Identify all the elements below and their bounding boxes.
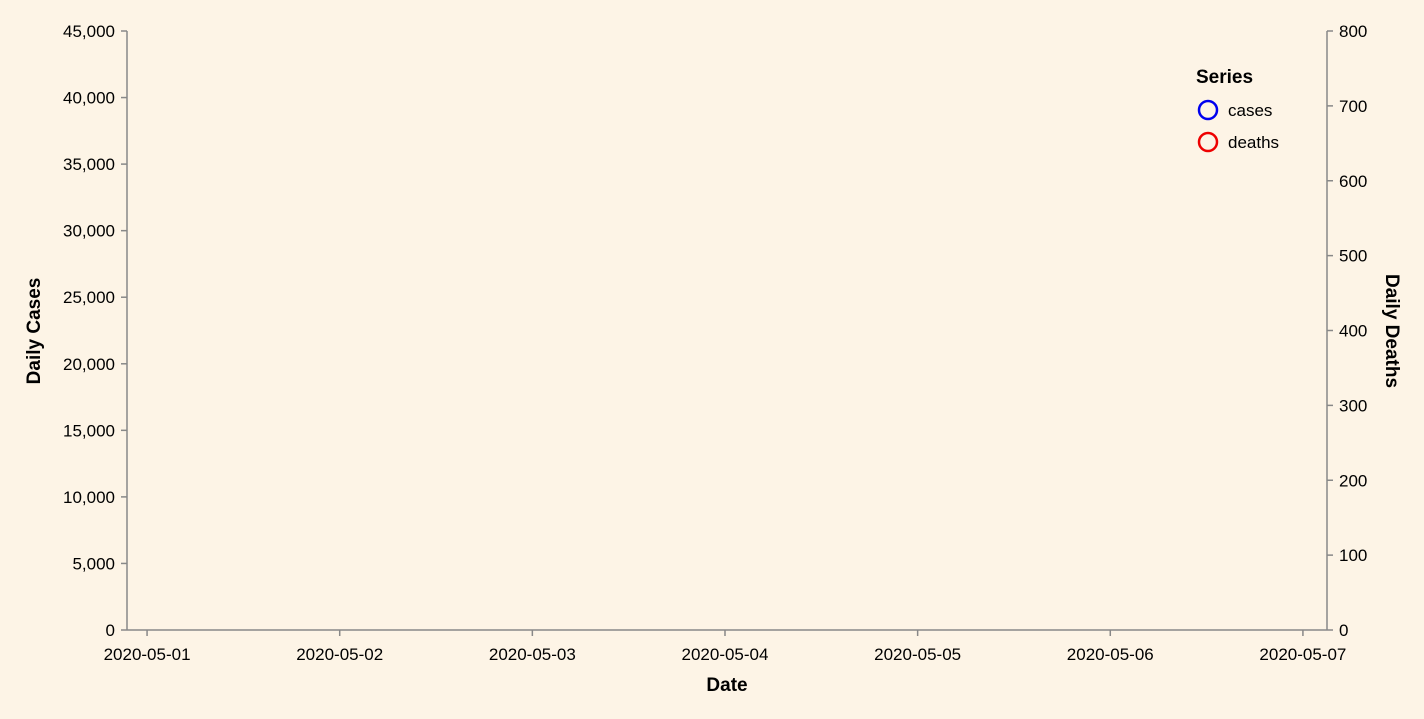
x-tick-label: 2020-05-07 (1259, 645, 1346, 664)
y-axis-title-left: Daily Cases (24, 278, 45, 385)
x-axis-title: Date (706, 675, 747, 696)
right-tick-label: 200 (1339, 471, 1367, 490)
right-tick-label: 0 (1339, 621, 1348, 640)
left-y-axis: 0 5,000 10,000 15,000 20,000 25,000 30,000 35,0… (63, 22, 128, 640)
legend-item-cases: cases (1197, 99, 1272, 121)
right-y-axis: 0 100 200 300 400 500 600 700 800 (1326, 22, 1367, 640)
legend: Series cases deaths (1196, 67, 1279, 153)
right-tick-label: 800 (1339, 22, 1367, 41)
right-tick-label: 600 (1339, 172, 1367, 191)
right-tick-label: 400 (1339, 322, 1367, 341)
x-axis: 2020-05-01 2020-05-02 2020-05-03 2020-05-04… (104, 629, 1346, 664)
left-tick-label: 0 (106, 621, 115, 640)
left-tick-label: 45,000 (63, 22, 115, 41)
x-tick-label: 2020-05-06 (1067, 645, 1154, 664)
right-tick-label: 700 (1339, 97, 1367, 116)
left-tick-label: 5,000 (72, 554, 115, 573)
legend-label-cases: cases (1228, 101, 1272, 120)
y-axis-title-right: Daily Deaths (1381, 274, 1402, 388)
right-tick-label: 100 (1339, 546, 1367, 565)
left-tick-label: 15,000 (63, 421, 115, 440)
left-tick-label: 30,000 (63, 222, 115, 241)
legend-label-deaths: deaths (1228, 133, 1279, 152)
left-tick-label: 20,000 (63, 355, 115, 374)
right-tick-label: 300 (1339, 396, 1367, 415)
legend-item-deaths: deaths (1197, 131, 1279, 153)
legend-title: Series (1196, 67, 1253, 88)
left-tick-label: 10,000 (63, 488, 115, 507)
x-tick-label: 2020-05-05 (874, 645, 961, 664)
x-tick-label: 2020-05-03 (489, 645, 576, 664)
left-tick-label: 25,000 (63, 288, 115, 307)
x-tick-label: 2020-05-01 (104, 645, 191, 664)
x-tick-label: 2020-05-02 (296, 645, 383, 664)
left-tick-label: 40,000 (63, 89, 115, 108)
legend-symbol-cases (1197, 99, 1219, 121)
x-tick-label: 2020-05-04 (682, 645, 769, 664)
legend-symbol-deaths (1197, 131, 1219, 153)
left-tick-label: 35,000 (63, 155, 115, 174)
right-tick-label: 500 (1339, 247, 1367, 266)
